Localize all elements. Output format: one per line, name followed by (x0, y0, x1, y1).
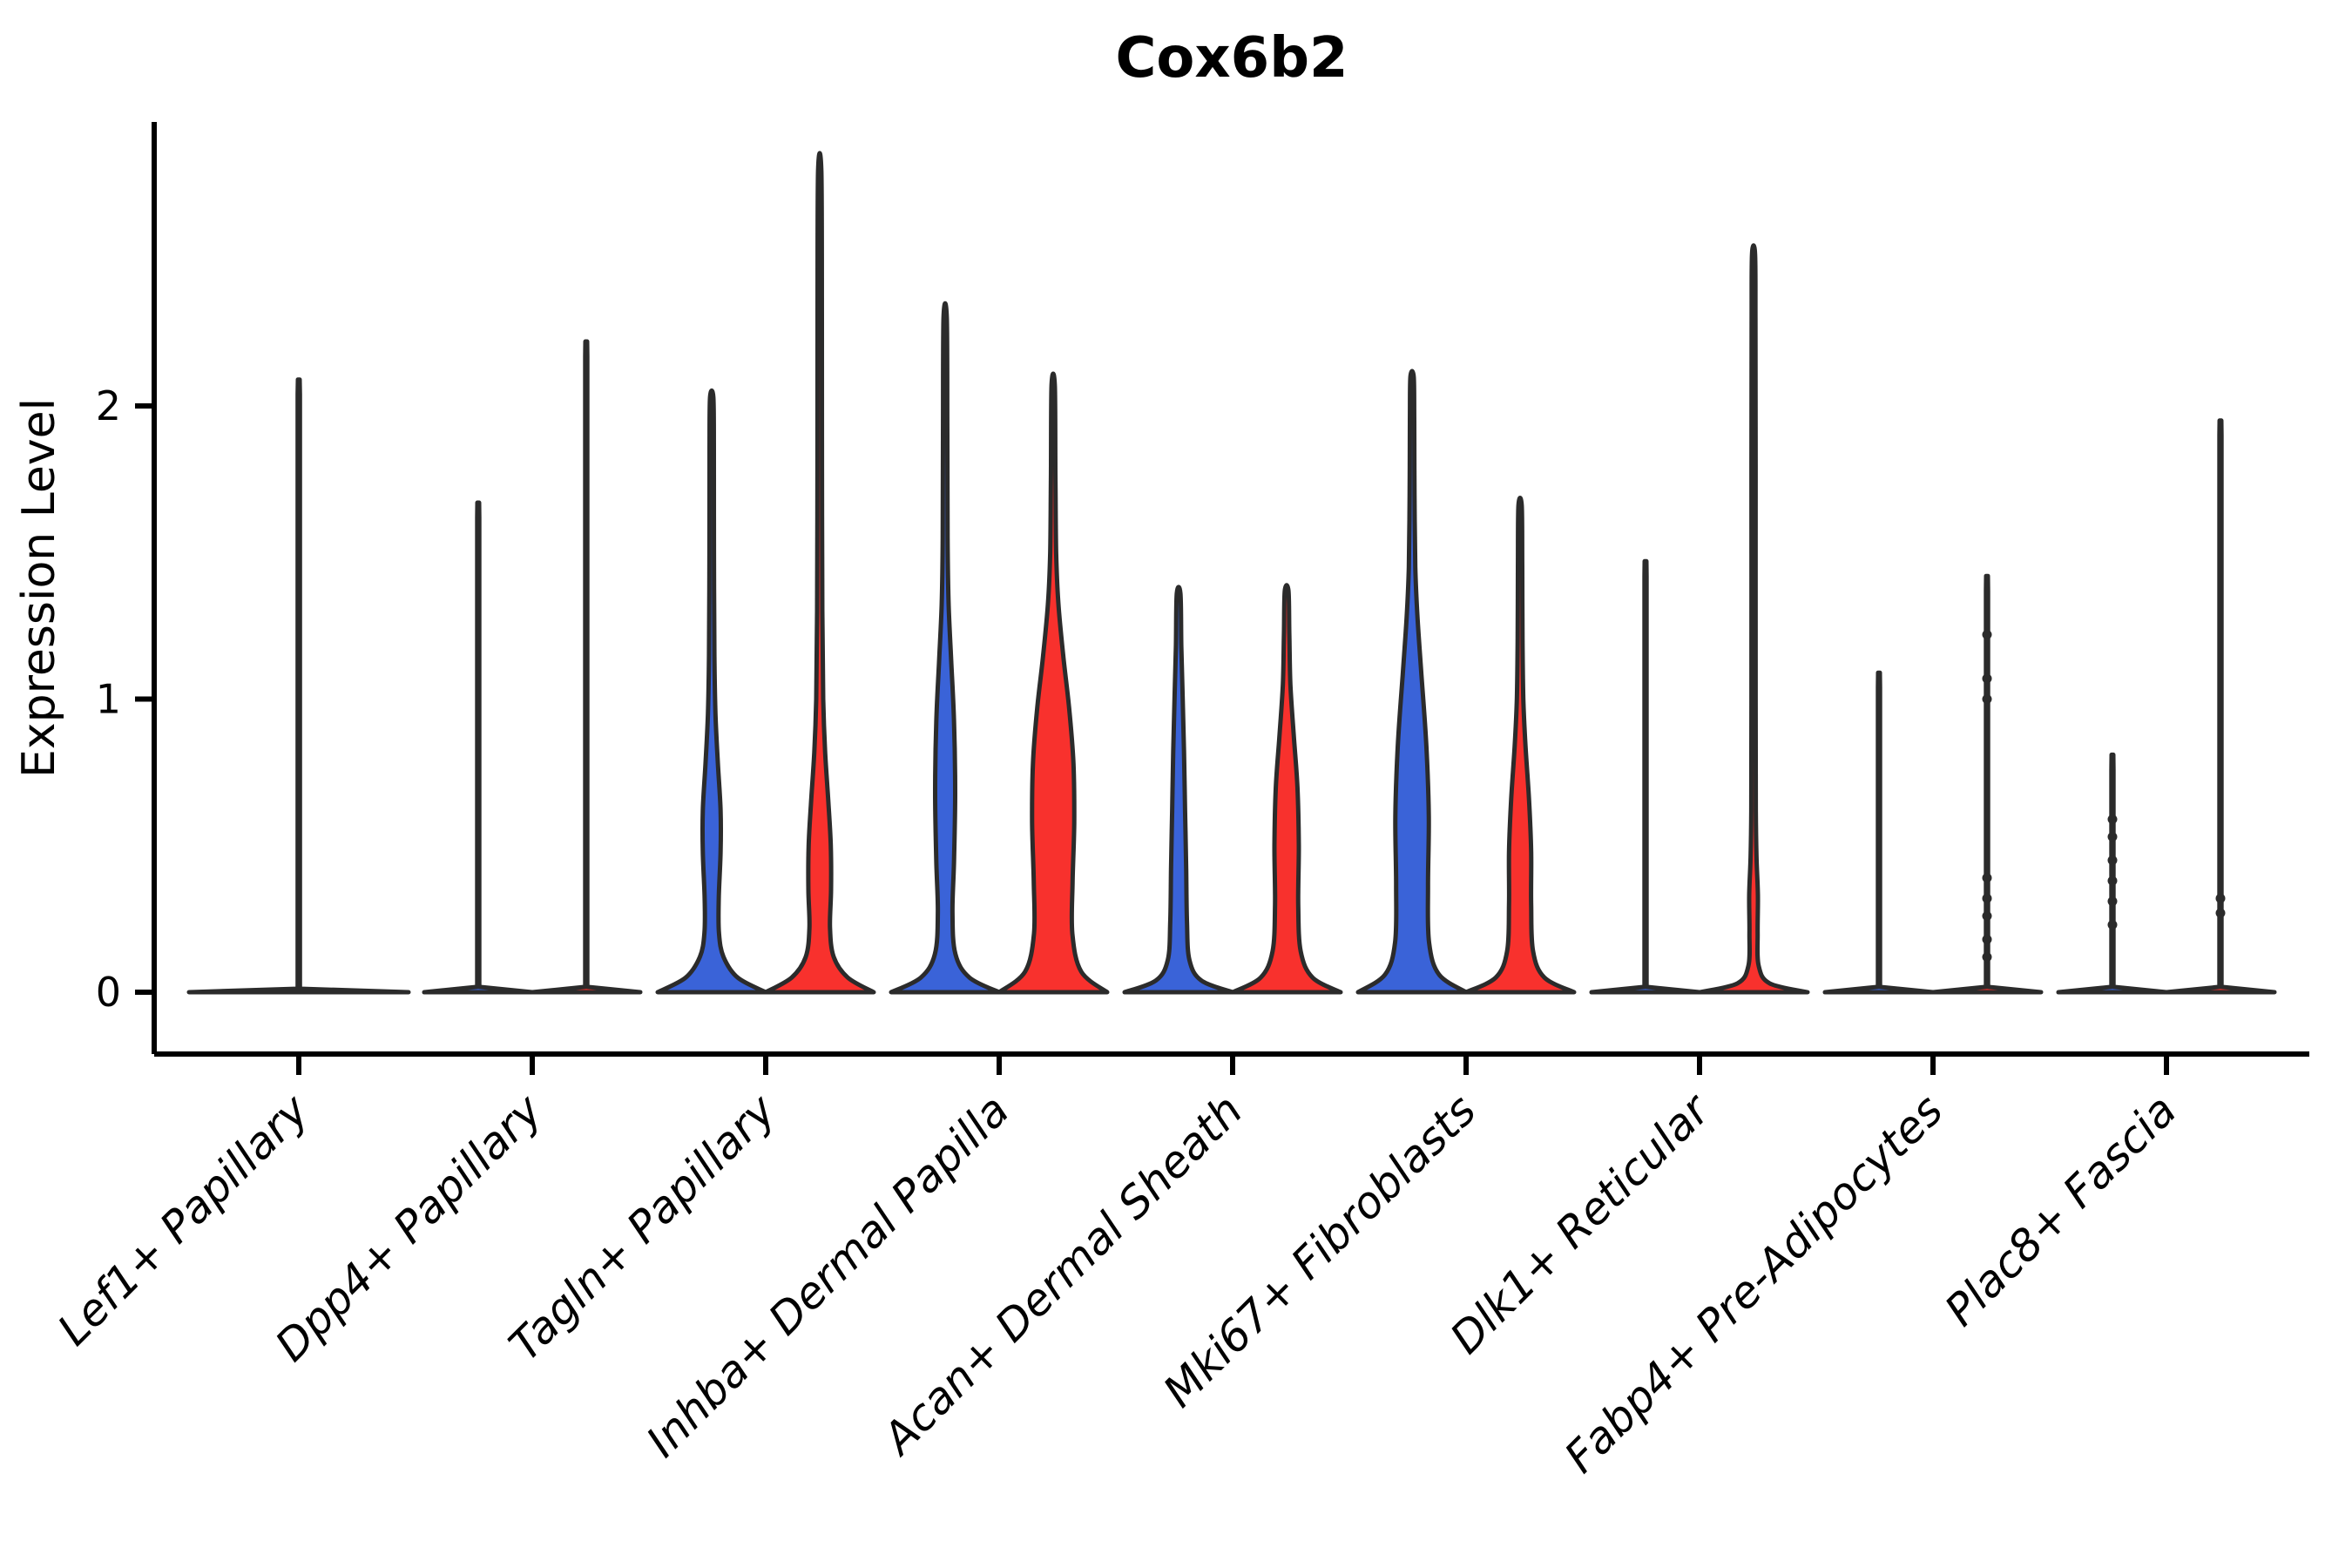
violin-7-red-point (1982, 873, 1992, 883)
violin-1-blue (422, 500, 535, 995)
violin-8-red-point (2215, 908, 2226, 918)
violin-2-blue (655, 388, 768, 995)
x-tick-label-0: Lef1+ Papillary (48, 1084, 319, 1355)
violin-5-red (1463, 496, 1577, 995)
x-tick-label-8: Plac8+ Fascia (1936, 1085, 2186, 1335)
violin-4-blue (1122, 585, 1235, 995)
violin-8-blue-point (2107, 814, 2118, 824)
violin-7-blue (1822, 670, 1936, 995)
violin-8-blue-point (2107, 875, 2118, 886)
violin-7-red-point (1982, 893, 1992, 903)
violin-7-red-point (1982, 694, 1992, 704)
violin-7-red (1930, 573, 2044, 995)
y-axis-label: Expression Level (13, 398, 65, 778)
violin-8-blue-point (2107, 832, 2118, 842)
violin-8-red-point (2215, 893, 2226, 903)
y-tick-label: 2 (96, 382, 121, 429)
violin-6-blue (1589, 558, 1702, 995)
violin-7-red-point (1982, 952, 1992, 963)
violin-7-red-point (1982, 673, 1992, 684)
violin-7-red-point (1982, 934, 1992, 944)
violin-0-single (186, 377, 411, 995)
violin-3-blue (889, 301, 1002, 995)
violin-6-red (1697, 243, 1810, 995)
violin-8-blue-point (2107, 896, 2118, 907)
violin-8-blue-point (2107, 920, 2118, 930)
violin-8-red (2164, 418, 2277, 995)
violin-5-blue (1355, 368, 1469, 995)
violin-7-red-point (1982, 629, 1992, 639)
y-tick-label: 1 (96, 676, 121, 723)
x-tick-label-6: Dlk1+ Reticular (1441, 1083, 1721, 1363)
violin-8-blue-point (2107, 855, 2118, 866)
violin-3-red (997, 371, 1110, 995)
violin-8-blue (2056, 752, 2169, 995)
violin-7-red-point (1982, 911, 1992, 922)
x-tick-label-7: Fabp4+ Pre-Adipocytes (1555, 1085, 1953, 1483)
violin-2-red (763, 151, 876, 995)
chart-title: Cox6b2 (1115, 26, 1348, 91)
violin-1-red (530, 339, 643, 995)
violin-4-red (1230, 583, 1343, 995)
y-tick-label: 0 (96, 969, 121, 1016)
